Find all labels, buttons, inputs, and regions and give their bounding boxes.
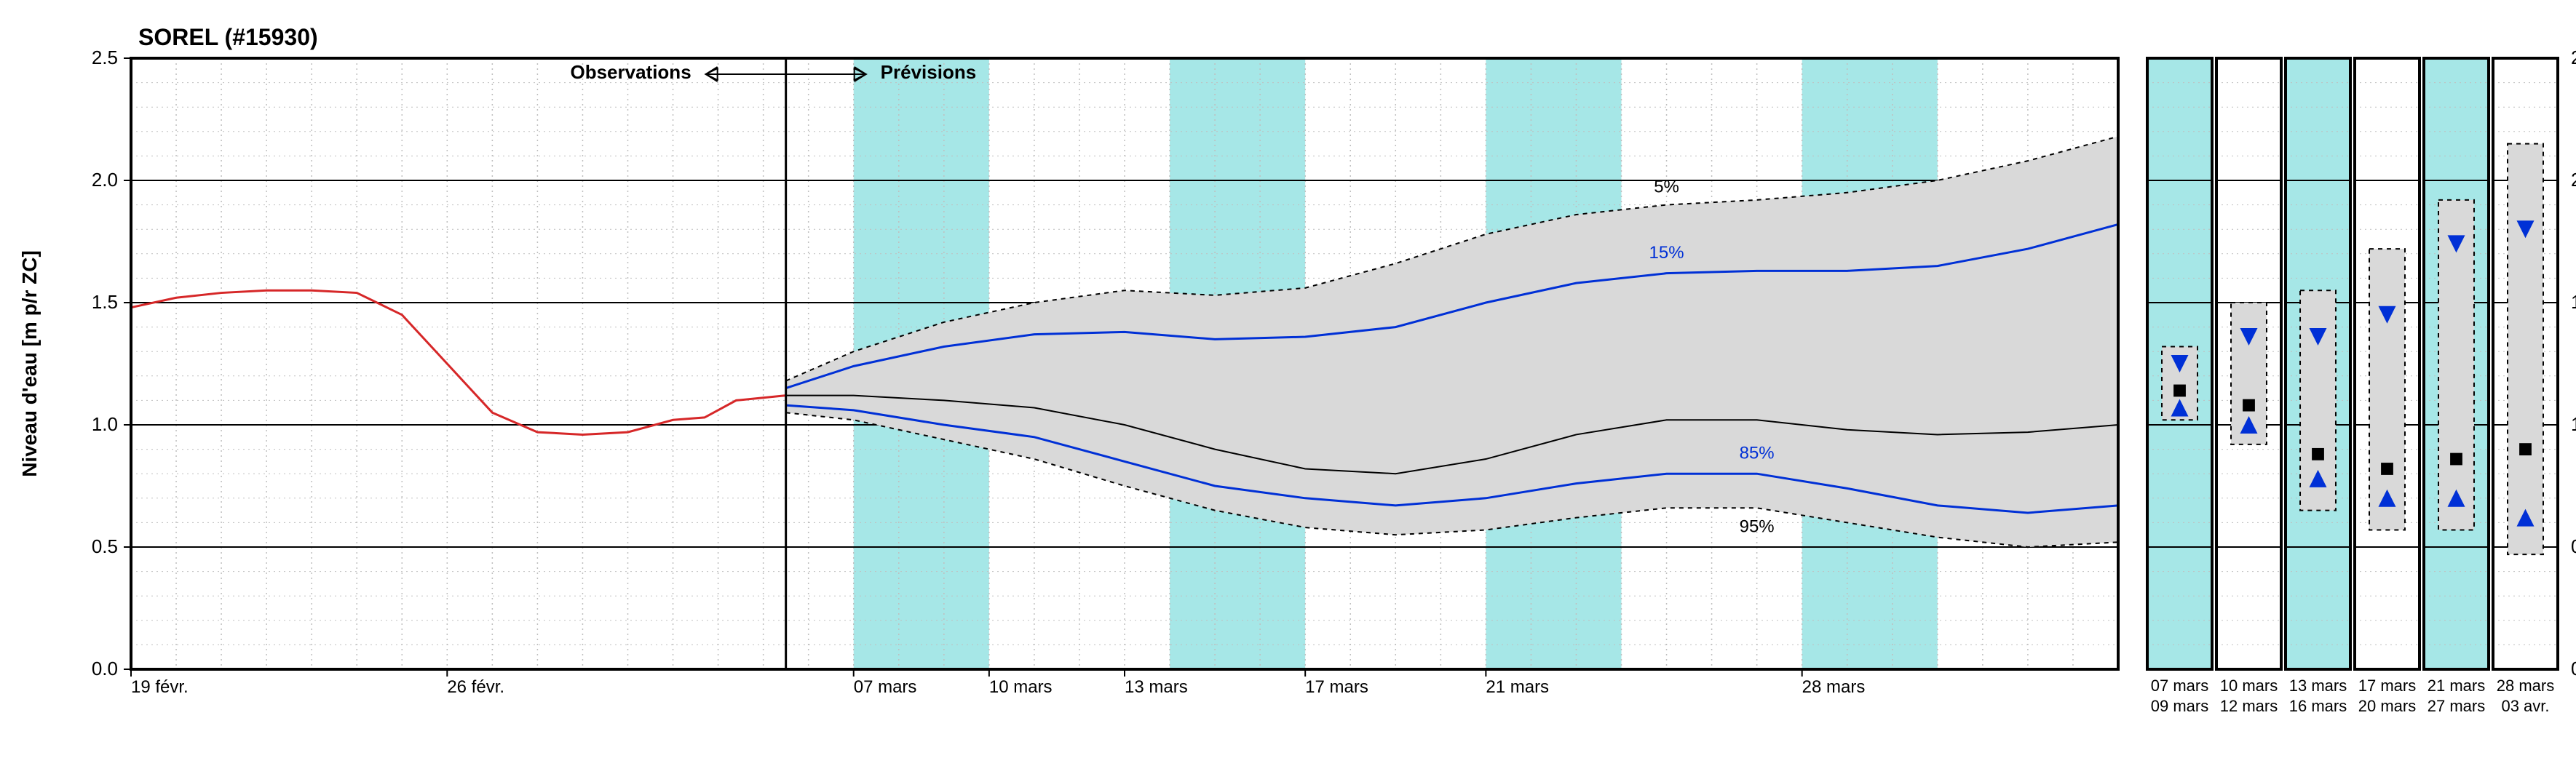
forecast-panel: 07 mars 09 mars [2147,58,2212,715]
panel-label-top: 07 mars [2151,677,2208,695]
panel-label-bottom: 16 mars [2289,697,2347,715]
panel-median-marker [2312,448,2324,460]
x-tick-label: 28 mars [1802,677,1866,697]
panel-label-top: 17 mars [2358,677,2416,695]
forecast-panel: 21 mars 27 mars [2424,58,2489,715]
panel-median-marker [2381,463,2393,475]
x-tick-label: 13 mars [1125,677,1188,697]
y-tick-label-right: 0.0 [2571,658,2576,679]
panel-label-bottom: 20 mars [2358,697,2416,715]
y-tick-label-right: 2.0 [2571,169,2576,191]
y-tick-label-right: 0.5 [2571,535,2576,557]
pct-label: 95% [1740,516,1775,536]
panel-median-marker [2173,385,2186,397]
panel-median-marker [2450,453,2462,466]
pct-label: 5% [1654,177,1679,196]
panel-conf-box [2508,144,2543,554]
panel-label-bottom: 09 mars [2151,697,2208,715]
x-tick-label: 17 mars [1305,677,1368,697]
panel-label-top: 28 mars [2497,677,2554,695]
x-tick-label: 07 mars [854,677,917,697]
chart-root: 5% 15% 85% 95% Observations Prévisions 19 févr… [0,0,2576,766]
y-tick-label-left: 2.5 [92,47,118,68]
pct-label: 85% [1740,444,1775,463]
x-tick-label: 21 mars [1486,677,1549,697]
panel-median-marker [2519,443,2532,455]
y-tick-label-left: 0.5 [92,535,118,557]
y-tick-label-left: 0.0 [92,658,118,679]
panel-label-bottom: 12 mars [2220,697,2278,715]
pct-label: 15% [1649,243,1684,263]
chart-title: SOREL (#15930) [138,24,318,50]
y-axis-label: Niveau d'eau [m p/r ZC] [18,250,41,477]
panel-median-marker [2243,399,2255,412]
x-tick-label: 19 févr. [131,677,189,697]
y-tick-label-right: 1.0 [2571,413,2576,435]
panel-label-top: 21 mars [2428,677,2485,695]
forecast-panel: 13 mars 16 mars [2286,58,2350,715]
y-tick-label-left: 2.0 [92,169,118,191]
panel-label-bottom: 27 mars [2428,697,2485,715]
panel-label-bottom: 03 avr. [2501,697,2549,715]
y-tick-label-right: 2.5 [2571,47,2576,68]
panel-conf-box [2369,249,2405,530]
y-tick-label-left: 1.0 [92,413,118,435]
y-tick-label-left: 1.5 [92,291,118,313]
x-tick-label: 10 mars [989,677,1053,697]
observations-label: Observations [570,61,691,83]
previsions-label: Prévisions [881,61,977,83]
panel-label-top: 13 mars [2289,677,2347,695]
y-tick-label-right: 1.5 [2571,291,2576,313]
x-tick-label: 26 févr. [447,677,504,697]
panel-label-top: 10 mars [2220,677,2278,695]
